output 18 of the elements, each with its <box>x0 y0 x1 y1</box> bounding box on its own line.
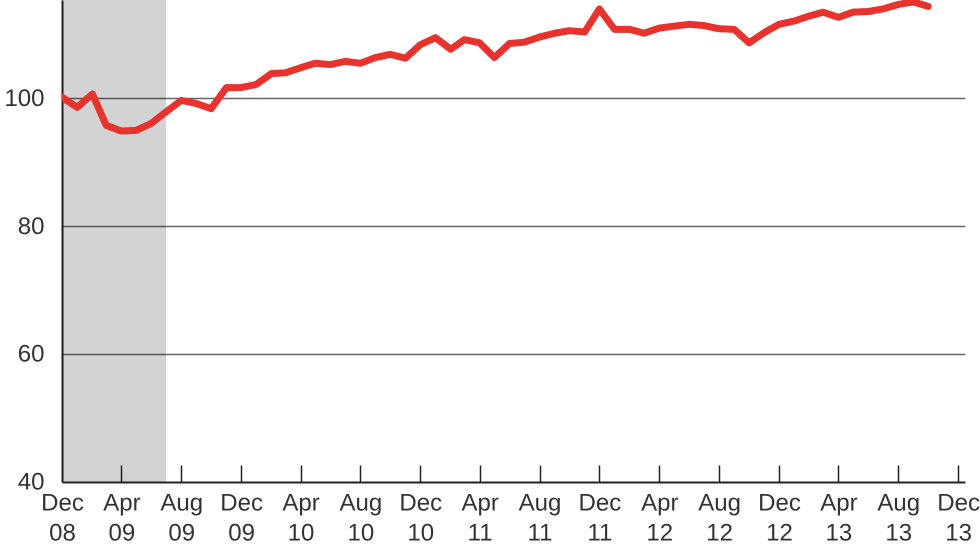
x-tick-label: Apr 13 <box>820 490 858 546</box>
x-tick-label: Aug 11 <box>518 490 562 546</box>
x-tick-label: Aug 10 <box>340 490 382 546</box>
x-tick-label: Aug 13 <box>877 490 920 546</box>
x-tick-label: Dec 13 <box>937 490 980 546</box>
x-tick-label: Apr 10 <box>282 490 320 546</box>
y-tick-label: 100 <box>4 84 44 112</box>
y-tick-label: 80 <box>18 212 44 240</box>
x-tick-label: Dec 12 <box>758 490 801 546</box>
x-tick-label: Dec 10 <box>399 490 442 546</box>
x-tick-label: Aug 12 <box>698 490 741 546</box>
x-tick-label: Apr 11 <box>461 490 499 546</box>
x-tick-label: Apr 12 <box>641 490 678 546</box>
y-tick-label: 60 <box>18 340 44 368</box>
x-tick-label: Dec 09 <box>220 490 263 546</box>
x-tick-label: Apr 09 <box>103 490 141 546</box>
x-tick-label: Aug 09 <box>160 490 204 546</box>
x-tick-label: Dec 11 <box>578 490 622 546</box>
